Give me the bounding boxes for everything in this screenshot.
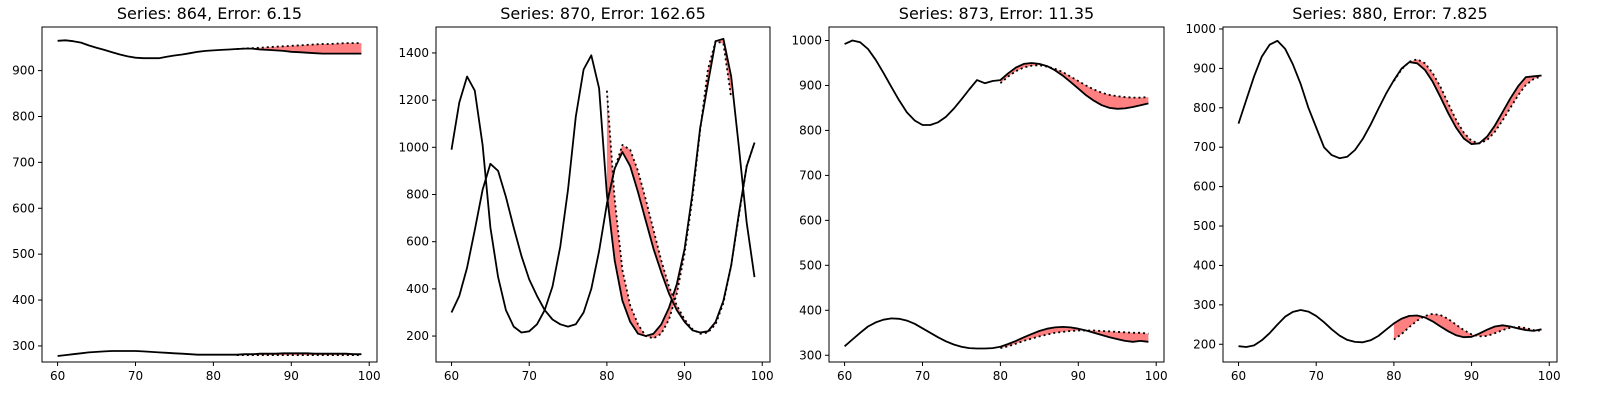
- forecast-line-series-2: [1000, 329, 1149, 349]
- y-tick-label: 700: [12, 155, 35, 169]
- plot-area: [1237, 39, 1542, 348]
- y-tick-label: 900: [799, 78, 822, 92]
- x-tick-label: 70: [522, 369, 537, 383]
- y-tick-label: 400: [12, 293, 35, 307]
- chart-title: Series: 873, Error: 11.35: [899, 4, 1094, 23]
- axes-frame: [1222, 26, 1558, 363]
- x-tick-label: 100: [358, 369, 381, 383]
- chart-title: Series: 880, Error: 7.825: [1292, 4, 1487, 23]
- y-tick-label: 1400: [398, 46, 429, 60]
- y-tick-label: 800: [406, 188, 429, 202]
- plot-area: [57, 39, 362, 357]
- x-tick-label: 90: [284, 369, 299, 383]
- y-tick-label: 200: [406, 329, 429, 343]
- chart-title: Series: 864, Error: 6.15: [117, 4, 302, 23]
- y-tick-label: 1000: [398, 140, 429, 154]
- x-tick-label: 90: [1071, 369, 1086, 383]
- y-tick-label: 1200: [398, 93, 429, 107]
- chart-title: Series: 870, Error: 162.65: [500, 4, 706, 23]
- plot-area: [450, 37, 756, 340]
- actual-line-series-2: [57, 350, 362, 357]
- actual-line-series-1: [57, 39, 362, 60]
- x-tick-label: 80: [599, 369, 614, 383]
- x-tick-label: 70: [1309, 369, 1324, 383]
- y-tick-label: 800: [799, 123, 822, 137]
- x-tick-label: 60: [837, 369, 852, 383]
- y-tick-label: 600: [12, 201, 35, 215]
- x-tick-label: 80: [993, 369, 1008, 383]
- chart-panel-2: Series: 870, Error: 162.65 60 70 80 90 100 200…: [398, 4, 773, 383]
- y-tick-label: 500: [12, 247, 35, 261]
- y-tick-label: 900: [12, 64, 35, 78]
- y-tick-label: 500: [799, 258, 822, 272]
- y-tick-label: 600: [406, 235, 429, 249]
- plot-area: [844, 39, 1149, 350]
- forecast-line-series-1: [1393, 58, 1542, 145]
- forecast-line-series-2: [606, 142, 756, 335]
- y-tick-label: 500: [1193, 219, 1216, 233]
- forecast-line-series-1: [236, 42, 362, 50]
- axes-frame: [828, 26, 1165, 363]
- y-tick-label: 400: [406, 282, 429, 296]
- axes-frame: [41, 26, 378, 363]
- y-tick-label: 300: [12, 339, 35, 353]
- y-tick-label: 1000: [791, 33, 822, 47]
- x-tick-label: 60: [1231, 369, 1246, 383]
- actual-line-series-2: [450, 142, 756, 334]
- y-tick-label: 900: [1193, 61, 1216, 75]
- x-tick-label: 100: [751, 369, 774, 383]
- forecast-line-series-2: [1393, 313, 1542, 341]
- y-tick-label: 700: [799, 168, 822, 182]
- x-tick-label: 70: [915, 369, 930, 383]
- x-tick-label: 70: [128, 369, 143, 383]
- x-tick-label: 90: [1464, 369, 1479, 383]
- x-tick-label: 80: [1386, 369, 1401, 383]
- x-tick-label: 90: [677, 369, 692, 383]
- y-tick-label: 400: [799, 303, 822, 317]
- y-tick-label: 600: [1193, 180, 1216, 194]
- chart-panel-1: Series: 864, Error: 6.15 60 70 80 90 100 300 40…: [12, 4, 381, 383]
- chart-panel-4: Series: 880, Error: 7.825 60 70 80 90 100 200 3…: [1185, 4, 1560, 383]
- x-tick-label: 60: [444, 369, 459, 383]
- actual-line-series-1: [844, 39, 1149, 126]
- y-tick-label: 300: [799, 348, 822, 362]
- chart-panel-3: Series: 873, Error: 11.35 60 70 80 90 100 300 4…: [791, 4, 1167, 383]
- y-tick-label: 800: [12, 109, 35, 123]
- y-tick-label: 1000: [1185, 22, 1216, 36]
- y-tick-label: 800: [1193, 101, 1216, 115]
- x-tick-label: 80: [206, 369, 221, 383]
- y-tick-label: 300: [1193, 298, 1216, 312]
- x-tick-label: 100: [1145, 369, 1168, 383]
- actual-line-series-2: [844, 317, 1149, 350]
- y-tick-label: 400: [1193, 258, 1216, 272]
- actual-line-series-1: [450, 37, 756, 337]
- actual-line-series-2: [1238, 309, 1542, 348]
- y-tick-label: 600: [799, 213, 822, 227]
- error-band-series-1: [1000, 63, 1149, 109]
- x-tick-label: 100: [1538, 369, 1561, 383]
- x-tick-label: 60: [50, 369, 65, 383]
- error-band-series-1: [236, 43, 362, 54]
- y-tick-label: 700: [1193, 140, 1216, 154]
- error-band-series-1: [1393, 59, 1542, 145]
- y-tick-label: 200: [1193, 337, 1216, 351]
- forecast-line-series-1: [999, 64, 1149, 99]
- actual-line-series-1: [1237, 39, 1542, 160]
